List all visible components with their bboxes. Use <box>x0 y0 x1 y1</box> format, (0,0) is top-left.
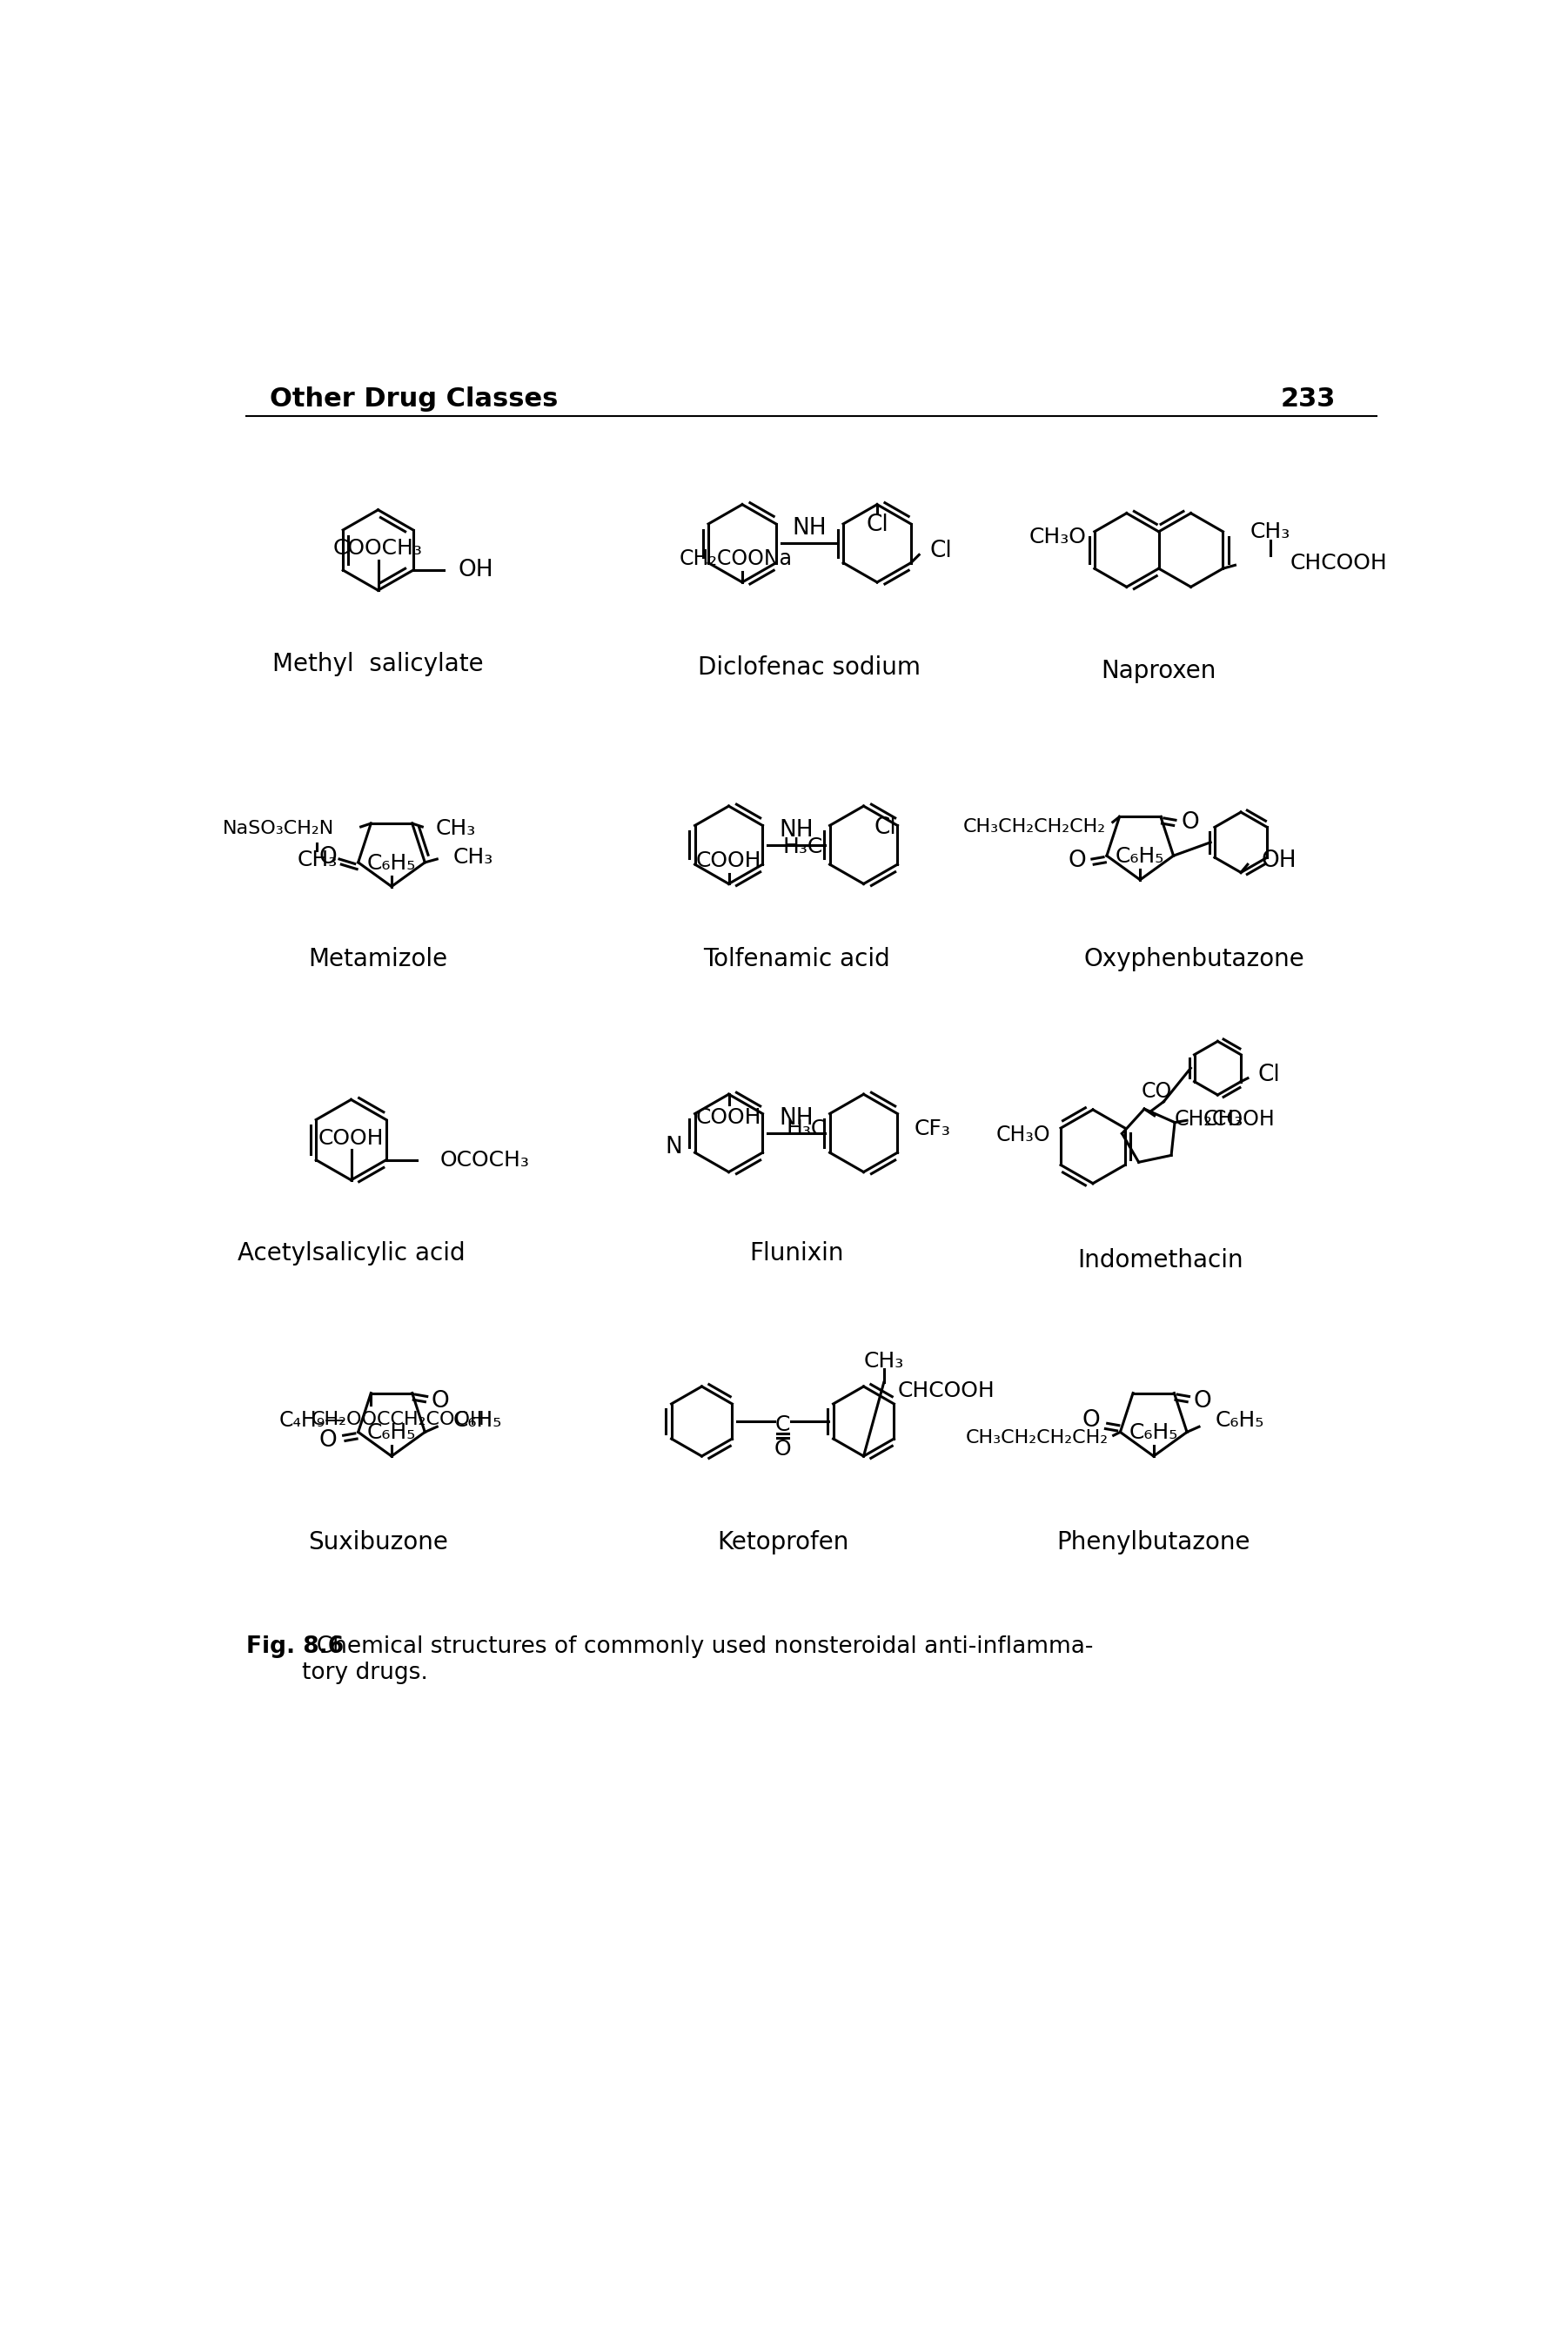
Text: C₆H₅: C₆H₅ <box>1115 846 1165 867</box>
Text: Tolfenamic acid: Tolfenamic acid <box>702 947 889 971</box>
Text: Ketoprofen: Ketoprofen <box>717 1530 848 1553</box>
Text: O: O <box>775 1438 792 1459</box>
Text: O: O <box>1181 811 1200 834</box>
Text: CH₂OOCCH₂COOH: CH₂OOCCH₂COOH <box>312 1412 485 1429</box>
Text: NH: NH <box>779 1107 814 1130</box>
Text: Suxibuzone: Suxibuzone <box>307 1530 448 1553</box>
Text: Other Drug Classes: Other Drug Classes <box>270 388 558 411</box>
Text: CH₃: CH₃ <box>453 846 494 867</box>
Text: COOH: COOH <box>696 1107 762 1128</box>
Text: NH: NH <box>792 517 826 540</box>
Text: COOH: COOH <box>696 851 762 872</box>
Text: CHCOOH: CHCOOH <box>1290 552 1388 573</box>
Text: Diclofenac sodium: Diclofenac sodium <box>698 656 920 679</box>
Text: COOCH₃: COOCH₃ <box>334 538 423 559</box>
Text: C₄H₉—: C₄H₉— <box>279 1410 347 1431</box>
Text: Cl: Cl <box>873 815 897 839</box>
Text: OCOCH₃: OCOCH₃ <box>441 1149 530 1170</box>
Text: Metamizole: Metamizole <box>309 947 448 971</box>
Text: CH₃: CH₃ <box>1203 1109 1243 1130</box>
Text: 233: 233 <box>1281 388 1336 411</box>
Text: Acetylsalicylic acid: Acetylsalicylic acid <box>237 1241 466 1267</box>
Text: C₆H₅: C₆H₅ <box>453 1410 502 1431</box>
Text: O: O <box>1193 1389 1210 1412</box>
Text: O: O <box>1068 851 1087 872</box>
Text: C₆H₅: C₆H₅ <box>1215 1410 1264 1431</box>
Text: OH: OH <box>458 559 494 580</box>
Text: CH₃: CH₃ <box>1250 522 1290 543</box>
Text: H₃C: H₃C <box>782 837 823 858</box>
Text: O: O <box>431 1389 448 1412</box>
Text: Flunixin: Flunixin <box>750 1241 844 1267</box>
Text: Cl: Cl <box>1258 1065 1281 1086</box>
Text: NH: NH <box>779 818 814 841</box>
Text: N: N <box>665 1135 682 1159</box>
Text: C₆H₅: C₆H₅ <box>367 853 416 874</box>
Text: CH₃: CH₃ <box>296 851 337 872</box>
Text: CH₃CH₂CH₂CH₂: CH₃CH₂CH₂CH₂ <box>966 1429 1109 1445</box>
Text: CH₃O: CH₃O <box>996 1123 1051 1144</box>
Text: O: O <box>318 846 337 870</box>
Text: C: C <box>775 1415 790 1436</box>
Text: C₆H₅: C₆H₅ <box>367 1422 416 1443</box>
Text: C₆H₅: C₆H₅ <box>1129 1422 1178 1443</box>
Text: Cl: Cl <box>866 512 889 536</box>
Text: CO: CO <box>1142 1081 1173 1102</box>
Text: CH₃: CH₃ <box>436 818 477 839</box>
Text: Naproxen: Naproxen <box>1101 658 1217 684</box>
Text: Phenylbutazone: Phenylbutazone <box>1057 1530 1250 1553</box>
Text: O: O <box>1082 1408 1101 1431</box>
Text: CH₂COONa: CH₂COONa <box>679 548 792 569</box>
Text: H₃C: H₃C <box>786 1119 826 1140</box>
Text: CH₃: CH₃ <box>864 1351 905 1372</box>
Text: Methyl  salicylate: Methyl salicylate <box>273 651 483 677</box>
Text: CF₃: CF₃ <box>914 1119 950 1140</box>
Text: Indomethacin: Indomethacin <box>1077 1248 1243 1274</box>
Text: COOH: COOH <box>318 1128 384 1149</box>
Text: O: O <box>318 1429 337 1452</box>
Text: OH: OH <box>1261 848 1297 872</box>
Text: NaSO₃CH₂N: NaSO₃CH₂N <box>223 820 334 837</box>
Text: Fig. 8.6: Fig. 8.6 <box>246 1636 343 1659</box>
Text: Oxyphenbutazone: Oxyphenbutazone <box>1083 947 1305 971</box>
Text: CH₃O: CH₃O <box>1029 526 1087 548</box>
Text: Cl: Cl <box>930 540 952 562</box>
Text: Chemical structures of commonly used nonsteroidal anti-inflamma-
tory drugs.: Chemical structures of commonly used non… <box>303 1636 1093 1685</box>
Text: CH₃CH₂CH₂CH₂: CH₃CH₂CH₂CH₂ <box>963 818 1105 837</box>
Text: CH₂COOH: CH₂COOH <box>1174 1109 1275 1130</box>
Text: CHCOOH: CHCOOH <box>897 1382 994 1401</box>
